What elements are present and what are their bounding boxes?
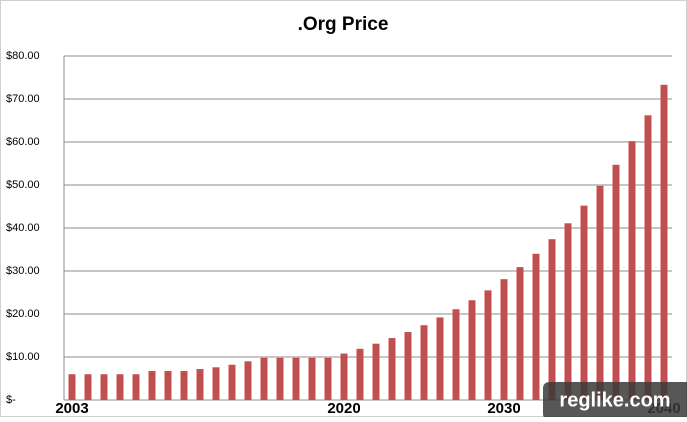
bar <box>164 370 172 400</box>
bar <box>212 367 220 400</box>
bar <box>564 223 572 400</box>
y-tick-label: $- <box>6 394 16 406</box>
bar <box>324 357 332 400</box>
x-tick-label: 2030 <box>487 400 520 417</box>
bar <box>436 317 444 400</box>
y-tick-label: $40.00 <box>6 222 40 234</box>
bar <box>68 374 76 400</box>
bar <box>260 357 268 400</box>
bar <box>612 164 620 400</box>
bar <box>148 370 156 400</box>
bar <box>404 332 412 400</box>
bar <box>468 300 476 400</box>
bar <box>372 343 380 400</box>
y-tick-label: $70.00 <box>6 93 40 105</box>
bar <box>116 374 124 400</box>
bar <box>388 338 396 400</box>
bar <box>180 370 188 400</box>
y-tick-label: $20.00 <box>6 308 40 320</box>
bar <box>340 353 348 400</box>
watermark-box <box>543 382 687 420</box>
y-tick-label: $50.00 <box>6 179 40 191</box>
y-tick-label: $80.00 <box>6 50 40 62</box>
bar <box>548 239 556 400</box>
bar <box>516 267 524 400</box>
y-tick-label: $10.00 <box>6 351 40 363</box>
bar <box>84 374 92 400</box>
y-tick-label: $60.00 <box>6 136 40 148</box>
bar <box>628 141 636 400</box>
bar <box>132 374 140 400</box>
x-tick-label: 2003 <box>55 400 88 417</box>
x-tick-label: 2020 <box>327 400 360 417</box>
plot-area: $- $10.00 $20.00 $30.00 $40.00 $50.00 $60.00 $7… <box>6 50 681 417</box>
bar <box>196 369 204 400</box>
bar <box>596 185 604 400</box>
bar <box>660 84 668 400</box>
bar <box>484 290 492 400</box>
bar <box>276 357 284 400</box>
bar <box>420 325 428 400</box>
bar <box>356 348 364 400</box>
bar <box>580 205 588 400</box>
watermark: reglike.com <box>559 389 670 411</box>
bar <box>228 364 236 400</box>
chart-title: .Org Price <box>298 14 389 35</box>
bar <box>308 357 316 400</box>
bar <box>244 361 252 400</box>
y-tick-label: $30.00 <box>6 265 40 277</box>
bar <box>292 357 300 400</box>
bar <box>644 115 652 400</box>
bar <box>500 279 508 400</box>
bar <box>532 253 540 400</box>
bar <box>100 374 108 400</box>
bar <box>452 309 460 400</box>
